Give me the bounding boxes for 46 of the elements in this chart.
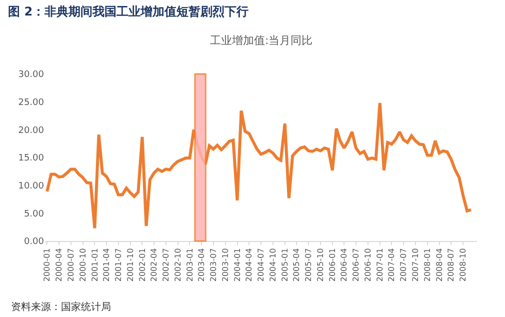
x-tick-label: 2000-04 (54, 248, 64, 282)
x-tick-label: 2004-01 (232, 248, 242, 282)
x-tick-label: 2000-10 (78, 248, 88, 282)
y-tick-label: 30.00 (18, 70, 44, 80)
x-tick-label: 2002-01 (138, 248, 147, 282)
x-tick-label: 2006-04 (340, 248, 349, 282)
x-tick-label: 2007-07 (399, 248, 408, 282)
x-tick-label: 2006-07 (352, 248, 361, 282)
chart-title: 图 2：非典期间我国工业增加值短暂剧烈下行 (8, 4, 249, 18)
x-tick-label: 2001-04 (102, 248, 112, 282)
x-tick-label: 2008-04 (434, 248, 444, 282)
y-tick-label: 15.00 (18, 154, 44, 164)
x-tick-label: 2002-07 (161, 248, 170, 282)
x-tick-label: 2008-01 (423, 248, 432, 282)
text: 资料来源：国家统计局 (11, 301, 111, 313)
x-tick-label: 2005-04 (292, 248, 302, 282)
x-tick-label: 2005-01 (280, 248, 290, 282)
x-tick-label: 2004-07 (256, 248, 266, 282)
y-tick-label: 5.00 (24, 209, 44, 220)
x-tick-label: 2003-04 (197, 248, 206, 282)
x-tick-label: 2001-01 (90, 248, 100, 282)
x-tick-label: 2006-10 (364, 248, 373, 282)
x-tick-label: 2003-10 (220, 248, 230, 282)
x-tick-label: 2000-01 (42, 248, 52, 282)
chart-subtitle: 工业增加值:当月同比 (210, 34, 313, 47)
x-tick-label: 2005-10 (316, 248, 326, 282)
y-tick-label: 25.00 (18, 98, 44, 108)
y-tick-label: 0.00 (24, 237, 44, 248)
x-tick-label: 2006-01 (328, 248, 337, 282)
x-tick-label: 2004-04 (244, 248, 254, 282)
x-tick-label: 2004-10 (268, 248, 278, 282)
x-tick-label: 2001-07 (114, 248, 123, 282)
x-tick-label: 2002-10 (173, 248, 182, 282)
x-tick-label: 2000-07 (66, 248, 76, 282)
x-tick-label: 2003-01 (185, 248, 194, 282)
x-tick-label: 2003-07 (208, 248, 218, 282)
x-tick-label: 2008-10 (458, 248, 468, 282)
x-tick-label: 2007-10 (411, 248, 420, 282)
y-tick-label: 10.00 (18, 181, 44, 192)
x-tick-label: 2002-04 (150, 248, 159, 282)
x-tick-label: 2001-10 (126, 248, 135, 282)
y-tick-label: 20.00 (18, 126, 44, 136)
x-tick-label: 2008-07 (446, 248, 456, 282)
x-tick-label: 2007-01 (376, 248, 384, 282)
x-tick-label: 2007-04 (387, 248, 396, 282)
x-tick-label: 2005-07 (304, 248, 314, 282)
